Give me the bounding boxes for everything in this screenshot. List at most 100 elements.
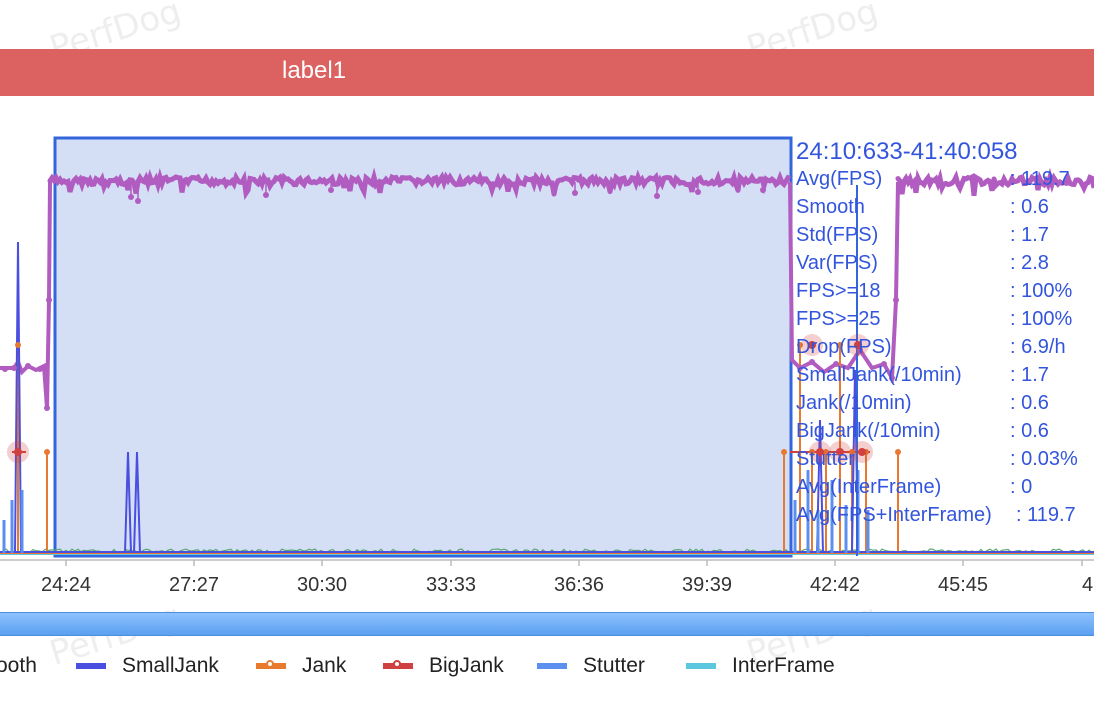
fps-point [2, 366, 8, 372]
fps-point [719, 181, 725, 187]
fps-point [383, 176, 389, 182]
stat-value: : 119.7 [1010, 168, 1070, 190]
fps-point [71, 178, 77, 184]
fps-point [703, 180, 709, 186]
fps-point [1007, 180, 1013, 186]
legend-item-interframe[interactable]: InterFrame [686, 648, 835, 684]
fps-line [0, 181, 52, 409]
smalljank-spike [124, 451, 132, 554]
fps-point [495, 176, 501, 182]
x-tick-label: 27:27 [169, 574, 219, 596]
fps-point [654, 193, 660, 199]
fps-point [695, 176, 701, 182]
fps-point [797, 365, 803, 371]
fps-point [167, 177, 173, 183]
smalljank-spike [133, 451, 141, 554]
fps-point [359, 185, 365, 191]
selection-box [53, 136, 793, 558]
fps-chart[interactable]: 24:24 27:27 30:30 33:33 36:36 39:39 42:42 45:45… [0, 0, 1094, 605]
stat-row: Stutter: 0.03% [796, 448, 1094, 476]
fps-point [575, 177, 581, 183]
stat-row: Drop(FPS): 6.9/h [796, 336, 1094, 364]
fps-point [46, 297, 52, 303]
fps-point [559, 177, 565, 183]
fps-point [231, 181, 237, 187]
jank-point [837, 342, 843, 348]
stat-key: Smooth [796, 196, 865, 218]
fps-point [455, 181, 461, 187]
fps-point [711, 181, 717, 187]
fps-point [759, 176, 765, 182]
timeline-scrollbar[interactable] [0, 612, 1094, 636]
fps-point [951, 178, 957, 184]
fps-point [967, 175, 973, 181]
fps-point [671, 181, 677, 187]
legend-item-bigjank[interactable]: BigJank [383, 648, 504, 684]
stat-key: FPS>=18 [796, 280, 881, 302]
fps-point [881, 361, 887, 367]
fps-point [191, 175, 197, 181]
stat-row: Std(FPS): 1.7 [796, 224, 1094, 252]
fps-point [247, 175, 253, 181]
stat-key: SmallJank(/10min) [796, 364, 962, 386]
legend-item-stutter[interactable]: Stutter [537, 648, 645, 684]
fps-point [567, 177, 573, 183]
fps-point [999, 181, 1005, 187]
legend-item-jank[interactable]: Jank [256, 648, 346, 684]
fps-point [215, 180, 221, 186]
fps-point [311, 179, 317, 185]
bigjank-point [808, 341, 816, 349]
fps-point [407, 175, 413, 181]
fps-point [943, 181, 949, 187]
fps-point [775, 180, 781, 186]
fps-point [631, 175, 637, 181]
fps-point [175, 175, 181, 181]
fps-point [199, 178, 205, 184]
fps-point [727, 178, 733, 184]
x-tick-label: 30:30 [297, 574, 347, 596]
fps-point [1039, 180, 1045, 186]
stat-key: Drop(FPS) [796, 336, 892, 358]
legend-item-smalljank[interactable]: SmallJank [76, 648, 219, 684]
legend-item-ooth[interactable]: ooth [0, 648, 37, 684]
jank-point [895, 449, 901, 455]
fps-point [295, 177, 301, 183]
fps-point [663, 175, 669, 181]
x-tick-label: 24:24 [41, 574, 91, 596]
stat-key: Jank(/10min) [796, 392, 912, 414]
jank-point [781, 449, 787, 455]
x-tick-label: 36:36 [554, 574, 604, 596]
legend-swatch [256, 660, 286, 669]
stat-row: FPS>=18: 100% [796, 280, 1094, 308]
fps-point [655, 182, 661, 188]
fps-point [983, 179, 989, 185]
stat-key: Stutter [796, 448, 855, 470]
fps-point [87, 177, 93, 183]
fps-point [903, 175, 909, 181]
jank-point [849, 449, 855, 455]
fps-point [1023, 180, 1029, 186]
legend-swatch [686, 663, 716, 669]
stat-value: : 1.7 [1010, 224, 1049, 246]
legend-swatch [76, 663, 106, 669]
fps-point [760, 187, 766, 193]
stat-value: : 100% [1010, 308, 1073, 330]
fps-point [1031, 176, 1037, 182]
fps-point [128, 194, 134, 200]
fps-point [919, 180, 925, 186]
stat-row: Smooth: 0.6 [796, 196, 1094, 224]
stat-key: BigJank(/10min) [796, 420, 941, 442]
fps-point [111, 178, 117, 184]
bigjank-point [836, 448, 844, 456]
fps-point [889, 375, 895, 381]
legend-label: ooth [0, 654, 37, 677]
fps-point [583, 179, 589, 185]
fps-point [991, 176, 997, 182]
label-bar[interactable]: label1 [0, 49, 1094, 96]
fps-point [679, 180, 685, 186]
legend-marker [393, 660, 401, 668]
fps-point [351, 176, 357, 182]
fps-point [1071, 181, 1077, 187]
legend-swatch [383, 660, 413, 669]
fps-point [1015, 178, 1021, 184]
